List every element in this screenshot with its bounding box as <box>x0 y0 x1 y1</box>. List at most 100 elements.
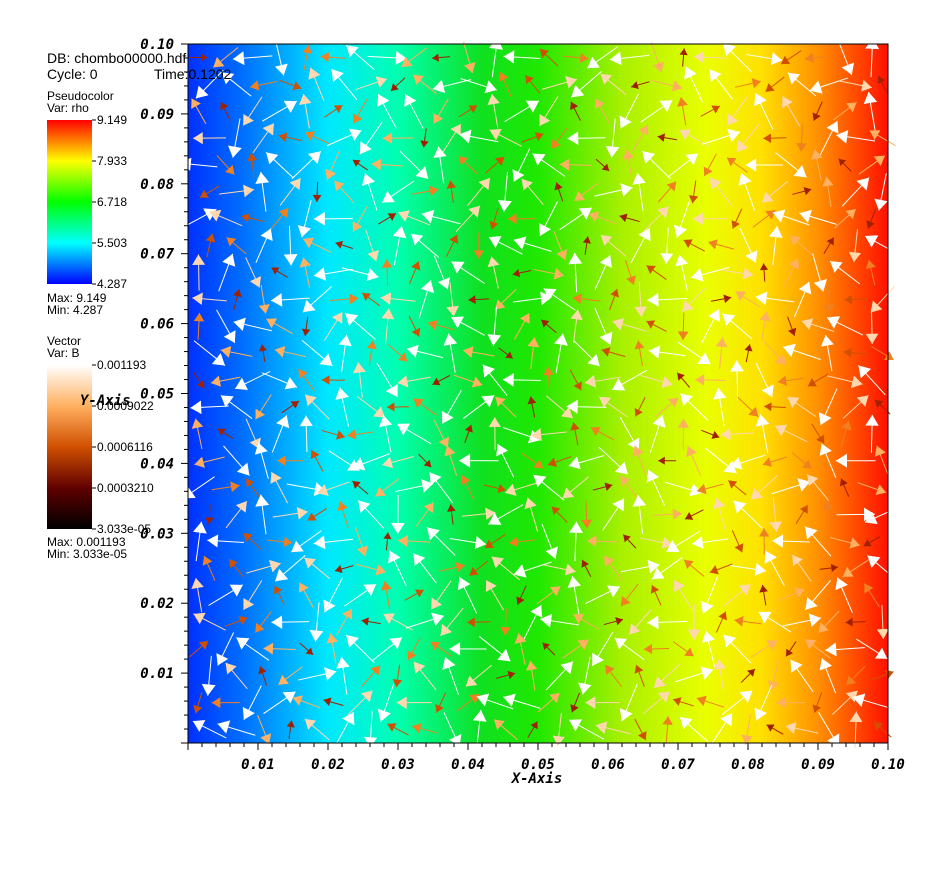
vector-arrow-head <box>838 158 847 167</box>
vector-arrow-head <box>524 497 537 510</box>
vector-arrow-head <box>677 372 685 381</box>
vector-arrow-head <box>225 662 237 675</box>
vector-arrow-head <box>472 709 487 722</box>
vector-arrow-head <box>768 226 783 238</box>
vector-arrow-head <box>787 397 800 408</box>
vector-arrow-head <box>863 539 872 547</box>
vector-arrow-head <box>637 730 647 741</box>
vector-arrow-head <box>677 331 689 341</box>
vector-arrow-head <box>488 512 502 525</box>
vector-arrow-head <box>841 62 855 75</box>
vector-arrow-head <box>205 517 214 525</box>
vector-arrow-head <box>508 536 518 548</box>
plot-area: 0.01 0.02 0.03 0.04 0.05 0.06 0.07 0.08 0.09 0.10… <box>140 37 905 787</box>
vector-arrow-head <box>865 259 876 270</box>
vector-arrow-head <box>299 415 313 427</box>
vector-arrow-head <box>560 661 573 675</box>
vector-arrow-head <box>568 456 581 470</box>
vector-arrow-head <box>235 377 248 391</box>
y-tick-label: 0.03 <box>140 526 174 542</box>
vector-arrow-head <box>653 676 666 688</box>
vector-arrow-head <box>609 51 622 66</box>
vector-arrow-head <box>587 56 600 69</box>
vector-arrow-head <box>301 328 311 336</box>
vector-arrow-head <box>713 387 727 400</box>
vector-arrow-head <box>774 354 786 366</box>
vector-arrow-head <box>870 300 883 313</box>
vector-arrow-head <box>849 537 860 549</box>
vector-arrow-head <box>677 418 690 428</box>
vector-arrow-head <box>679 129 691 141</box>
vector-arrow-head <box>397 535 408 548</box>
vector-arrow-head <box>225 165 235 175</box>
vector-arrow-head <box>464 424 473 433</box>
vector-arrow-head <box>788 327 797 336</box>
vector-arrow-head <box>353 362 366 374</box>
vector-arrow-head <box>191 578 204 590</box>
vector-arrow-head <box>708 239 718 250</box>
vector-arrow-head <box>212 353 226 366</box>
vector-arrow-head <box>375 564 386 576</box>
vector-arrow-head <box>385 383 398 398</box>
vector-arrow-head <box>381 308 395 320</box>
vector-arrow-head <box>398 352 408 362</box>
vector-arrow-head <box>573 381 582 391</box>
vector-arrow-head <box>643 644 653 655</box>
vector-arrow-head <box>754 707 768 721</box>
vector-arrow-head <box>481 395 495 408</box>
vector-arrow-head <box>841 420 852 431</box>
vector-arrow-head <box>647 559 660 574</box>
vector-arrow-head <box>196 380 205 389</box>
vector-arrow-head <box>532 153 546 166</box>
vector-arrow-head <box>813 278 828 292</box>
vector-arrow-head <box>220 346 232 358</box>
vector-arrow-head <box>352 113 363 124</box>
vector-arrow-head <box>194 456 205 468</box>
vector-arrow-head <box>180 157 192 171</box>
vector-arrow-head <box>283 253 298 266</box>
vector-min: Min: 3.033e-05 <box>47 547 127 561</box>
y-tick-label: 0.05 <box>140 387 174 403</box>
vector-arrow-head <box>547 457 558 467</box>
vector-arrow-head <box>533 474 547 488</box>
vector-arrow-head <box>651 567 665 580</box>
vector-arrow-head <box>865 37 880 50</box>
vector-arrow-head <box>411 261 421 271</box>
y-tick-label: 0.06 <box>140 317 174 333</box>
vector-arrow-head <box>711 105 720 114</box>
vector-arrow-head <box>634 340 645 350</box>
vector-arrow-head <box>720 713 732 727</box>
vector-arrow-head <box>826 237 834 246</box>
vector-arrow-head <box>754 562 767 576</box>
vector-arrow-head <box>526 660 538 671</box>
vector-arrow-head <box>243 113 254 126</box>
vector-arrow-head <box>701 630 715 643</box>
vector-arrow-head <box>632 173 646 185</box>
vector-arrow-head <box>421 479 434 493</box>
vector-arrow-head <box>438 436 449 448</box>
colorbar-tick-label: 7.933 <box>97 154 127 168</box>
vector-arrow-head <box>498 72 509 82</box>
vector-arrow-head <box>397 423 411 436</box>
vector-arrow-head <box>736 139 749 152</box>
vector-arrow-head <box>309 629 324 642</box>
vector-arrow-head <box>431 612 444 626</box>
x-tick-label: 0.04 <box>451 757 485 773</box>
vector-arrow-head <box>820 335 834 347</box>
vector-arrow-head <box>615 617 623 626</box>
vector-arrow-head <box>446 180 456 189</box>
vector-arrow-head <box>533 459 544 469</box>
vector-arrow-head <box>308 67 321 80</box>
y-axis-tick-labels: 0.01 0.02 0.03 0.04 0.05 0.06 0.07 0.08 0.09 0.10 <box>140 37 174 682</box>
vector-arrow-head <box>730 360 744 372</box>
vector-arrow-head <box>260 733 272 745</box>
vector-arrow-head <box>733 500 747 514</box>
vector-arrow-head <box>825 642 837 657</box>
vector-arrow-head <box>530 428 542 442</box>
vector-arrow-head <box>629 623 641 635</box>
vector-arrow-head <box>835 577 848 591</box>
vector-arrow-head <box>270 293 283 307</box>
vector-arrow-head <box>826 121 839 134</box>
vector-arrow-head <box>530 605 543 618</box>
vector-arrow-head <box>451 316 464 329</box>
